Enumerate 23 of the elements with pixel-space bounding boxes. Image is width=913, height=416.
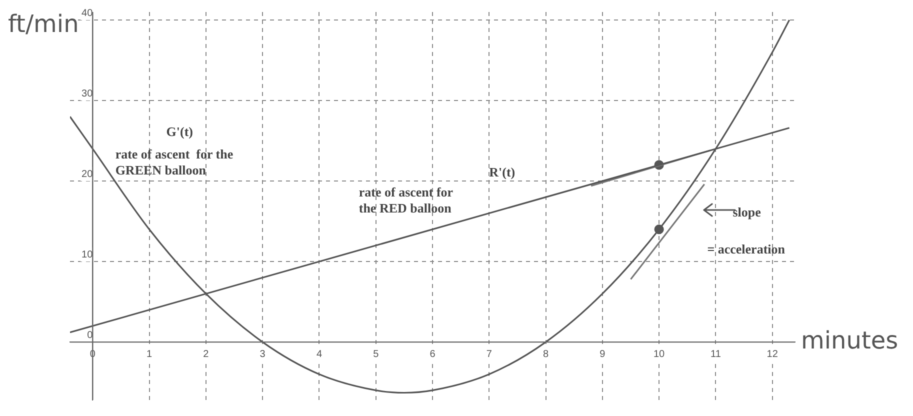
annotation: GREEN balloon [115, 162, 207, 178]
annotation: G'(t) [166, 124, 194, 140]
annotation: rate of ascent for [358, 184, 454, 200]
x-tick-label: 4 [316, 348, 322, 360]
annotation: the RED balloon [358, 200, 452, 216]
x-tick-label: 3 [260, 348, 266, 360]
x-tick-label: 6 [430, 348, 436, 360]
annotation: = acceleration [707, 242, 786, 257]
x-tick-label: 2 [203, 348, 210, 360]
x-tick-label: 8 [543, 348, 549, 360]
annotation: rate of ascent for the [115, 146, 234, 162]
x-tick-label: 11 [710, 348, 722, 360]
annotation: R'(t) [489, 164, 516, 180]
x-tick-label: 1 [146, 348, 153, 360]
x-tick-label: 9 [600, 348, 606, 360]
x-tick-label: 7 [486, 348, 492, 360]
x-tick-label: 12 [766, 348, 778, 360]
x-tick-label: 5 [373, 348, 380, 360]
y-axis-title: ft/min [8, 10, 79, 38]
y-tick-label: 40 [82, 8, 94, 19]
annotation: slope [732, 204, 762, 220]
x-tick-label: 10 [654, 348, 666, 360]
x-axis-title: minutes [801, 326, 898, 354]
